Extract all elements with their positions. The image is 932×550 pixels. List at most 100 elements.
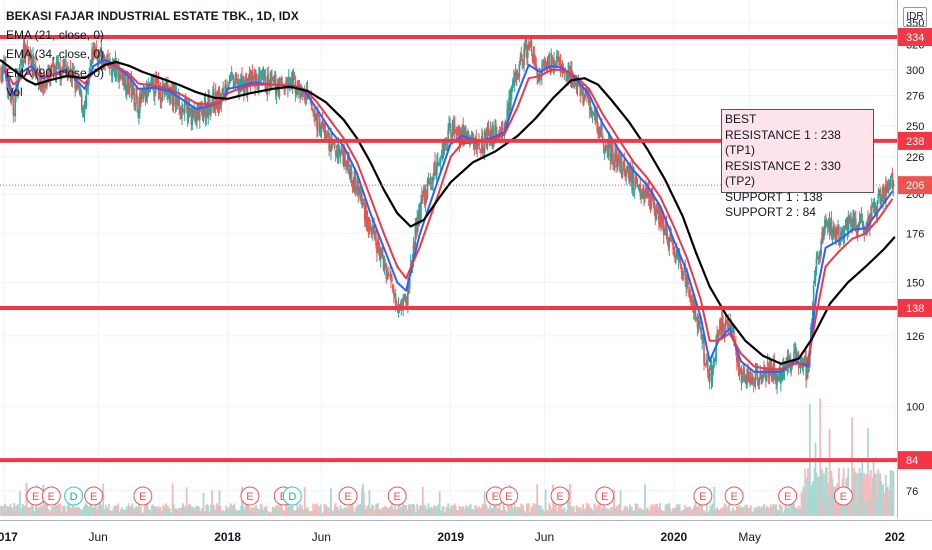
candle-body [861,221,864,223]
volume-legend[interactable]: Vol [6,85,23,99]
candle-body [62,65,64,68]
volume-bar [223,512,226,516]
candle-body [703,334,705,364]
candle-body [28,59,31,61]
candle-body [448,124,450,132]
symbol-title[interactable]: BEKASI FAJAR INDUSTRIAL ESTATE TBK., 1D,… [6,9,299,23]
candle-body [685,278,687,288]
volume-bar [40,506,43,516]
volume-bar [514,507,517,516]
candle-body [662,220,665,235]
volume-bar [341,508,344,516]
volume-bar [395,509,398,516]
candle-body [623,158,626,175]
volume-bar [871,477,874,516]
candle-body [322,127,325,129]
volume-bar [834,487,837,516]
candle-body [325,135,328,139]
volume-bar [594,503,597,516]
volume-bar [299,503,301,516]
candle-body [379,248,382,260]
candle-body [884,184,887,203]
candle-body [884,194,886,202]
volume-bar [94,504,97,516]
volume-bar [328,511,331,516]
volume-bar [629,512,632,516]
volume-bar [83,506,86,516]
volume-bar [496,508,499,516]
candle-body [446,142,449,144]
volume-bar [467,507,470,516]
candle-body [616,147,618,168]
candle-body [737,353,740,376]
volume-bar [215,503,218,516]
volume-bar [123,509,126,516]
volume-bar [286,503,288,516]
candle-body [304,96,307,98]
volume-bar [116,505,119,516]
volume-bar [124,512,127,516]
volume-bar [688,506,690,516]
volume-bar [874,482,877,516]
candle-body [120,78,122,80]
volume-bar [229,503,232,516]
candle-body [318,118,321,134]
ema34-legend[interactable]: EMA (34, close, 0) [6,47,105,61]
volume-bar [384,505,387,516]
volume-bar [314,504,316,516]
candle-body [177,96,180,105]
candle-body [348,168,351,178]
candle-body [273,75,276,84]
volume-bar [758,506,761,516]
volume-bar [297,507,300,516]
volume-bar [59,503,62,516]
volume-bar [751,511,754,516]
candle-body [136,94,138,96]
event-marker-label: E [601,491,608,503]
candle-body [649,199,652,208]
volume-bar [271,512,273,516]
candle-body [102,56,105,69]
volume-bar [161,510,164,516]
candle-body [874,205,877,214]
level-price-label-bg [898,298,932,317]
volume-bar [857,499,860,516]
volume-bar [406,509,409,516]
candle-body [730,320,732,332]
volume-bar [370,508,373,516]
volume-bar [20,508,23,516]
candle-body [822,229,824,242]
candle-body [771,374,774,378]
volume-bar [345,507,347,516]
candle-body [788,357,791,359]
volume-bar [459,507,462,516]
y-tick-label: 176 [906,228,924,240]
candle-body [5,79,8,82]
volume-bar [339,505,342,516]
volume-bar [606,512,609,516]
volume-bar [117,503,120,516]
candle-body [841,228,844,235]
volume-bar [711,503,714,516]
candle-body [451,134,453,136]
candle-body [832,226,835,237]
candle-body [228,85,230,89]
candle-body [593,110,596,113]
volume-bar [78,509,81,516]
volume-bar [97,505,100,516]
volume-bar [883,501,885,516]
event-marker-label: E [730,491,737,503]
candle-body [863,228,866,233]
candle-body [288,76,291,87]
candle-body [838,226,840,245]
ema21-legend[interactable]: EMA (21, close, 0) [6,28,105,42]
volume-bar [837,500,839,516]
candle-body [186,103,189,122]
volume-bar [793,507,796,516]
candle-body [752,380,755,385]
ema90-legend[interactable]: EMA (90, close, 0) [6,66,105,80]
candle-body [378,247,381,260]
currency-button[interactable]: IDR [903,7,927,27]
candle-body [159,86,162,100]
